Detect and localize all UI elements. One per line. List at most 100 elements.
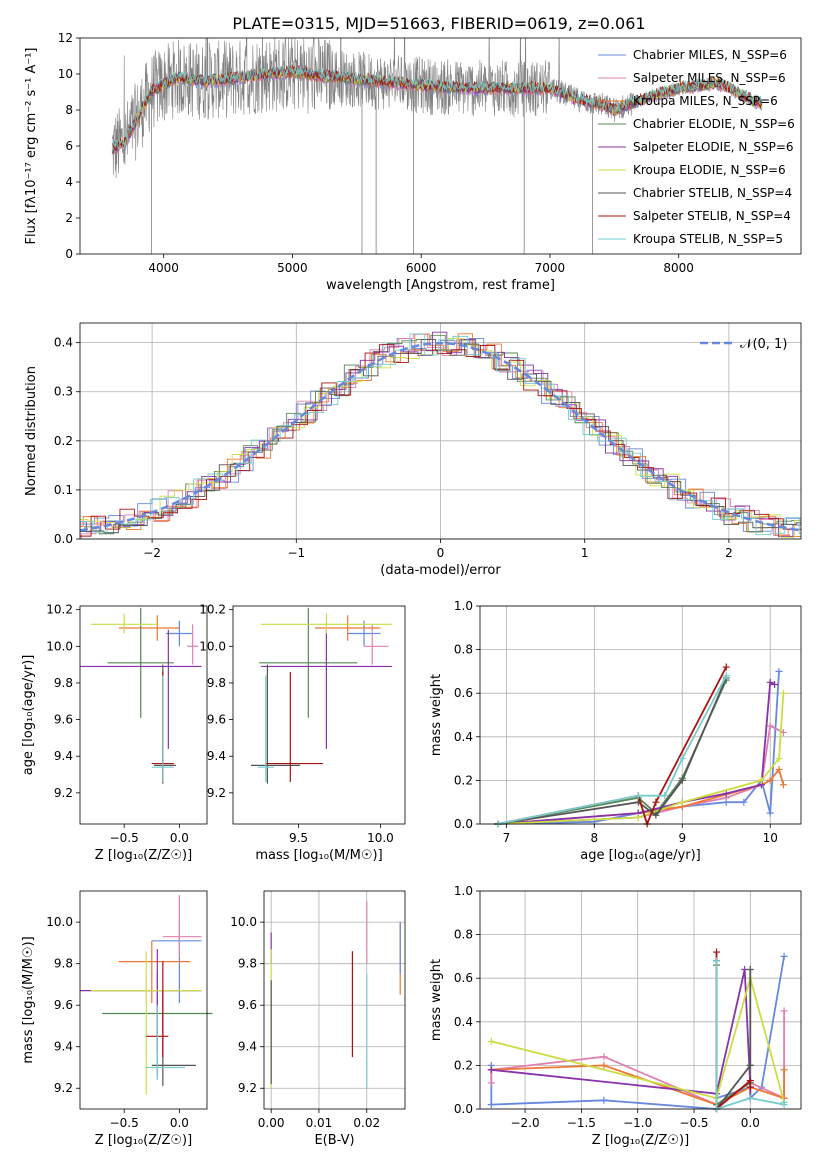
histogram-step xyxy=(80,338,801,538)
errorbar-point xyxy=(80,629,202,749)
y-tick-label: 0.6 xyxy=(454,686,473,700)
y-tick-label: 0.6 xyxy=(454,971,473,985)
errorbar-point xyxy=(80,949,202,1053)
x-tick-label: 7000 xyxy=(535,261,566,275)
x-tick-label: 8 xyxy=(591,831,599,845)
errorbars xyxy=(80,895,213,1095)
x-tick-label: 0.01 xyxy=(306,1116,333,1130)
weight-marker xyxy=(713,957,721,965)
x-axis-label: (data-model)/error xyxy=(380,563,501,578)
weight-marker xyxy=(779,781,787,789)
legend: Chabrier MILES, N_SSP=6 Salpeter MILES, N… xyxy=(598,48,795,246)
y-tick-label: 10 xyxy=(58,67,73,81)
axes-frame xyxy=(79,37,802,255)
y-axis-label: mass weight xyxy=(429,959,444,1041)
x-tick-label: 0 xyxy=(437,546,445,560)
weight-marker xyxy=(678,755,686,763)
normal-curve xyxy=(80,341,801,532)
weight-marker xyxy=(766,722,774,730)
y-axis-label: age [log₁₀(age/yr)] xyxy=(21,655,36,776)
x-axis-label: Z [log₁₀(Z/Z☉)] xyxy=(95,1133,192,1148)
weight-marker xyxy=(487,1037,495,1045)
weight-line xyxy=(497,693,785,825)
panel-age-vs-Z: −0.5 0.0 9.2 9.4 9.6 9.8 10.0 10.2 Z [log₁₀(Z/Z☉… xyxy=(21,603,208,863)
weight-marker xyxy=(780,1007,788,1015)
y-tick-label: 2 xyxy=(65,211,73,225)
y-tick-label: 0 xyxy=(65,247,73,261)
y-tick-label: 9.4 xyxy=(54,749,73,763)
errorbar-point xyxy=(153,664,177,784)
weight-line xyxy=(491,974,785,1103)
x-tick-label: 10.0 xyxy=(367,831,394,845)
weight-marker xyxy=(722,672,730,680)
observed-spectrum xyxy=(111,38,634,179)
histogram-step xyxy=(80,333,801,537)
x-tick-label: −2.0 xyxy=(510,1116,539,1130)
y-tick-label: 9.6 xyxy=(54,713,73,727)
errorbar-point xyxy=(146,1005,185,1080)
weight-marker xyxy=(487,1066,495,1074)
legend-label: Kroupa ELODIE, N_SSP=6 xyxy=(633,163,786,177)
weight-marker xyxy=(775,755,783,763)
weight-marker xyxy=(652,811,660,819)
x-tick-label: 0.02 xyxy=(353,1116,380,1130)
y-tick-label: 9.6 xyxy=(207,713,226,727)
y-tick-label: 0.3 xyxy=(54,385,73,399)
weight-marker xyxy=(746,1083,754,1091)
y-tick-label: 9.8 xyxy=(54,957,73,971)
weight-line xyxy=(491,969,752,1099)
y-tick-label: 10.2 xyxy=(46,603,73,617)
weight-marker xyxy=(600,1061,608,1069)
histogram-step xyxy=(80,333,801,539)
x-axis-label: E(B-V) xyxy=(314,1133,354,1148)
y-axis-label: mass [log₁₀(M/M☉)] xyxy=(21,936,36,1063)
x-tick-label: 7 xyxy=(503,831,511,845)
y-tick-label: 9.6 xyxy=(238,998,257,1012)
weight-marker xyxy=(766,678,774,686)
plot-area xyxy=(80,607,202,784)
y-tick-label: 4 xyxy=(65,175,73,189)
x-tick-label: 6000 xyxy=(406,261,437,275)
y-tick-label: 9.2 xyxy=(238,1081,257,1095)
y-tick-label: 0.1 xyxy=(54,483,73,497)
figure-title: PLATE=0315, MJD=51663, FIBERID=0619, z=0… xyxy=(232,14,645,33)
y-tick-label: 9.4 xyxy=(238,1040,257,1054)
y-tick-label: 9.8 xyxy=(238,957,257,971)
panel-residuals: −2 −1 0 1 2 0.0 0.1 0.2 0.3 0.4 (data-model)/error… xyxy=(24,322,802,578)
x-axis-label: Z [log₁₀(Z/Z☉)] xyxy=(95,848,192,863)
y-tick-label: 0.2 xyxy=(454,1058,473,1072)
y-tick-label: 10.0 xyxy=(199,639,226,653)
errorbar-point xyxy=(260,613,392,634)
x-tick-label: −2 xyxy=(143,546,161,560)
weight-line xyxy=(497,679,728,825)
plot-area xyxy=(111,38,763,254)
histogram-step xyxy=(80,344,801,537)
weight-series xyxy=(494,663,787,828)
axes-frame xyxy=(232,605,406,825)
errorbar-point xyxy=(364,624,389,665)
errorbar-point xyxy=(187,624,199,665)
y-tick-label: 6 xyxy=(65,139,73,153)
legend-label: Salpeter STELIB, N_SSP=4 xyxy=(633,209,791,223)
y-tick-label: 10.0 xyxy=(230,915,257,929)
y-tick-label: 9.2 xyxy=(207,786,226,800)
legend-label: Chabrier ELODIE, N_SSP=6 xyxy=(633,117,795,131)
spectrum-traces xyxy=(111,38,763,254)
weight-marker xyxy=(678,776,686,784)
errorbar-point xyxy=(257,675,274,782)
legend-label: Chabrier STELIB, N_SSP=4 xyxy=(633,186,792,200)
x-tick-label: −0.5 xyxy=(110,831,139,845)
weight-marker xyxy=(740,798,748,806)
y-tick-label: 0.8 xyxy=(454,643,473,657)
weight-marker xyxy=(600,1053,608,1061)
weight-marker xyxy=(771,680,779,688)
weight-marker xyxy=(487,1101,495,1109)
weight-marker xyxy=(746,1061,754,1069)
weight-marker xyxy=(722,663,730,671)
y-axis-label: mass weight xyxy=(429,674,444,756)
histograms xyxy=(80,331,801,539)
model-spectrum xyxy=(111,65,763,152)
y-tick-label: 9.4 xyxy=(207,749,226,763)
weight-marker xyxy=(722,789,730,797)
errorbars xyxy=(270,901,401,1089)
